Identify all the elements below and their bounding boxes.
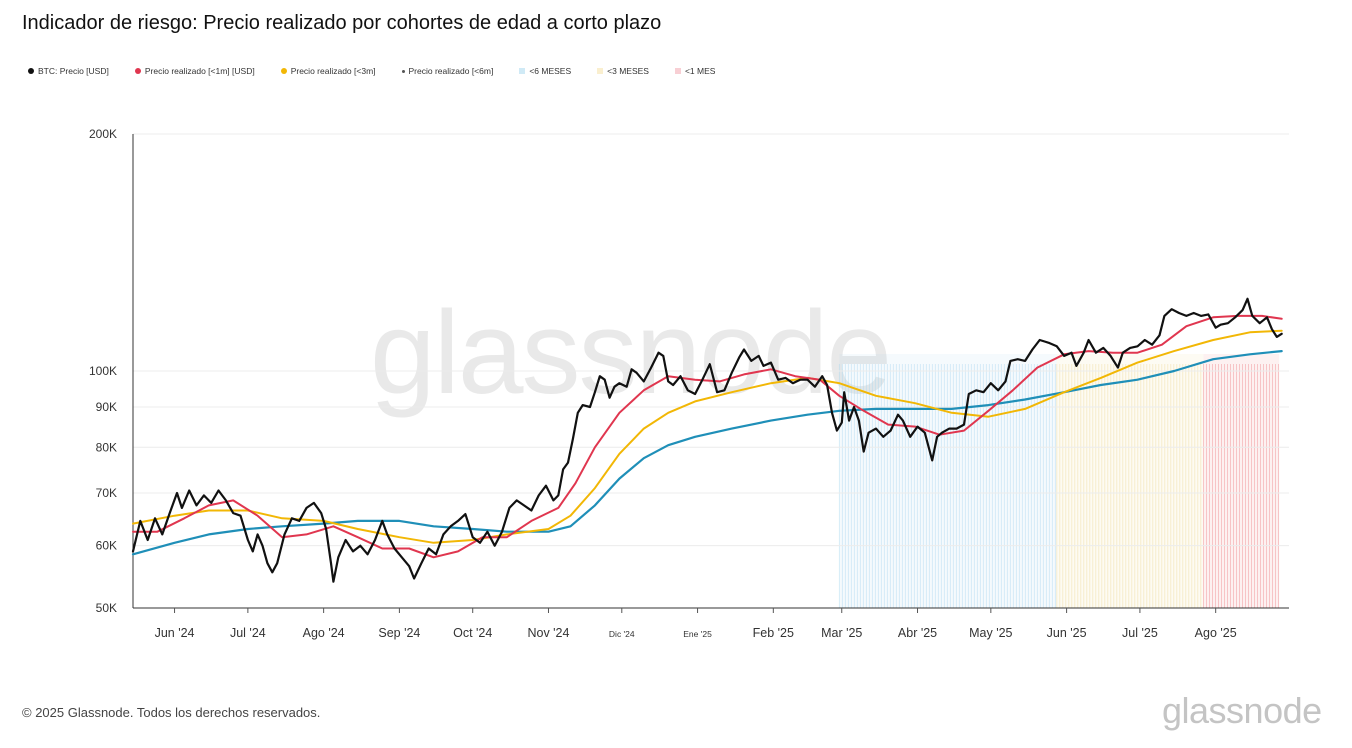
x-tick-label: Jul '24 <box>230 626 266 640</box>
band-fill <box>1203 354 1280 608</box>
chart-legend: BTC: Precio [USD] Precio realizado [<1m] … <box>28 64 741 78</box>
band-fill <box>1056 354 1204 608</box>
copyright-footer: © 2025 Glassnode. Todos los derechos res… <box>22 705 321 720</box>
legend-marker <box>674 68 681 74</box>
legend-item[interactable]: <3 MESES <box>597 66 649 76</box>
legend-marker <box>519 68 526 74</box>
x-tick-label: Nov '24 <box>527 626 569 640</box>
legend-label: <1 MES <box>684 66 716 76</box>
x-tick-label: Jun '25 <box>1047 626 1087 640</box>
y-tick-label: 60K <box>96 539 117 553</box>
legend-label: BTC: Precio [USD] <box>38 66 109 76</box>
series-line-3 <box>131 350 1283 556</box>
y-tick-label: 80K <box>96 440 117 454</box>
x-tick-label: Sep '24 <box>378 626 420 640</box>
x-tick-label: Ene '25 <box>683 629 712 639</box>
x-tick-label: Dic '24 <box>609 629 635 639</box>
watermark-logo: glassnode <box>370 287 892 419</box>
x-tick-label: Mar '25 <box>821 626 862 640</box>
y-tick-label: 100K <box>89 364 117 378</box>
series-line-2 <box>132 329 1283 544</box>
legend-item[interactable]: <1 MES <box>674 66 716 76</box>
x-tick-label: May '25 <box>969 626 1012 640</box>
axes: 50K 60K 70K 80K 90K 100K 200K Jun '24 Jul '24 Ago… <box>89 127 1289 640</box>
gridlines <box>133 133 1289 609</box>
series-lines <box>131 297 1283 583</box>
x-tick-label: Jun '24 <box>155 626 195 640</box>
legend-item[interactable]: Precio realizado [<6m] <box>401 66 494 76</box>
legend-marker <box>401 69 405 73</box>
y-tick-label: 90K <box>96 400 117 414</box>
glassnode-logo[interactable]: glassnode <box>1162 690 1322 731</box>
x-tick-label: Feb '25 <box>753 626 794 640</box>
chart-canvas: 50K 60K 70K 80K 90K 100K 200K Jun '24 Jul '24 Ago… <box>89 127 1289 640</box>
band-1 <box>1056 354 1204 608</box>
cohort-bands <box>838 354 1280 608</box>
y-tick-label: 70K <box>96 486 117 500</box>
legend-label: <3 MESES <box>607 66 649 76</box>
legend-label: <6 MESES <box>529 66 572 76</box>
x-tick-label: Oct '24 <box>453 626 492 640</box>
legend-marker <box>28 68 34 74</box>
y-tick-label: 50K <box>96 601 117 615</box>
legend-item[interactable]: <6 MESES <box>519 66 571 76</box>
band-2 <box>1203 354 1280 608</box>
legend-item[interactable]: Precio realizado [<3m] <box>280 66 376 76</box>
x-tick-label: Ago '25 <box>1195 626 1237 640</box>
legend-marker <box>134 68 141 74</box>
x-tick-label: Ago '24 <box>303 626 345 640</box>
series-line-0 <box>131 297 1283 583</box>
legend-label: Precio realizado [<6m] <box>408 66 494 76</box>
legend-item[interactable]: Precio realizado [<1m] [USD] <box>134 66 255 76</box>
x-tick-label: Abr '25 <box>898 626 937 640</box>
band-0 <box>838 354 1057 608</box>
y-tick-label: 200K <box>89 127 117 141</box>
x-tick-label: Jul '25 <box>1122 626 1158 640</box>
legend-marker <box>597 68 604 74</box>
legend-marker <box>280 68 287 74</box>
legend-item[interactable]: BTC: Precio [USD] <box>28 66 109 76</box>
series-line-1 <box>132 314 1283 559</box>
chart-title: Indicador de riesgo: Precio realizado po… <box>22 12 662 34</box>
legend-label: Precio realizado [<1m] [USD] <box>144 66 255 76</box>
legend-label: Precio realizado [<3m] <box>290 66 376 76</box>
